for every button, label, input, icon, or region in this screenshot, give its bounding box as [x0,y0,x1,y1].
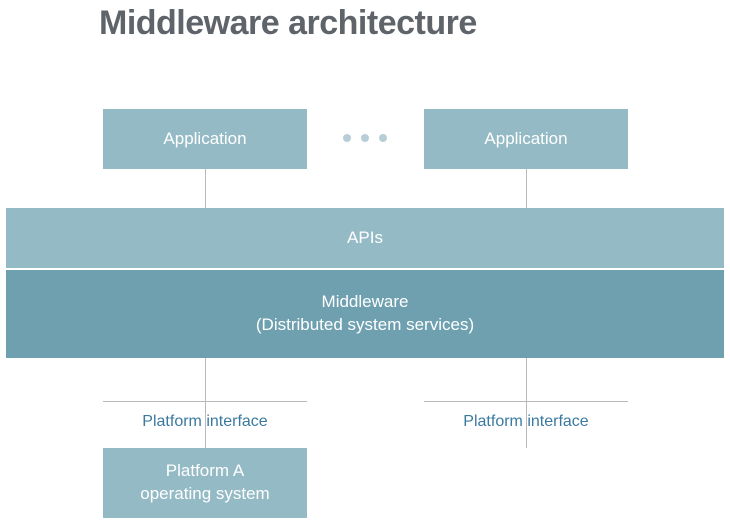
box-application-right-label: Application [484,128,567,151]
box-middleware: Middleware (Distributed system services) [6,270,724,358]
box-apis-label: APIs [347,227,383,250]
box-platform-a-line1: Platform A [140,460,269,483]
box-middleware-line1: Middleware [256,291,474,314]
box-platform-a: Platform A operating system [103,448,307,518]
box-application-left-label: Application [163,128,246,151]
box-apis: APIs [6,208,724,268]
box-application-left: Application [103,109,307,169]
connector-0 [205,169,206,208]
connector-4 [205,358,206,401]
diagram-title: Middleware architecture [99,4,477,43]
connector-7 [526,401,527,448]
diagram-canvas: Middleware architecture Application Appl… [0,0,730,526]
connector-1 [526,169,527,208]
ellipsis-icon [343,134,387,142]
box-middleware-line2: (Distributed system services) [256,314,474,337]
box-platform-a-line2: operating system [140,483,269,506]
box-application-right: Application [424,109,628,169]
connector-6 [205,401,206,448]
connector-5 [526,358,527,401]
